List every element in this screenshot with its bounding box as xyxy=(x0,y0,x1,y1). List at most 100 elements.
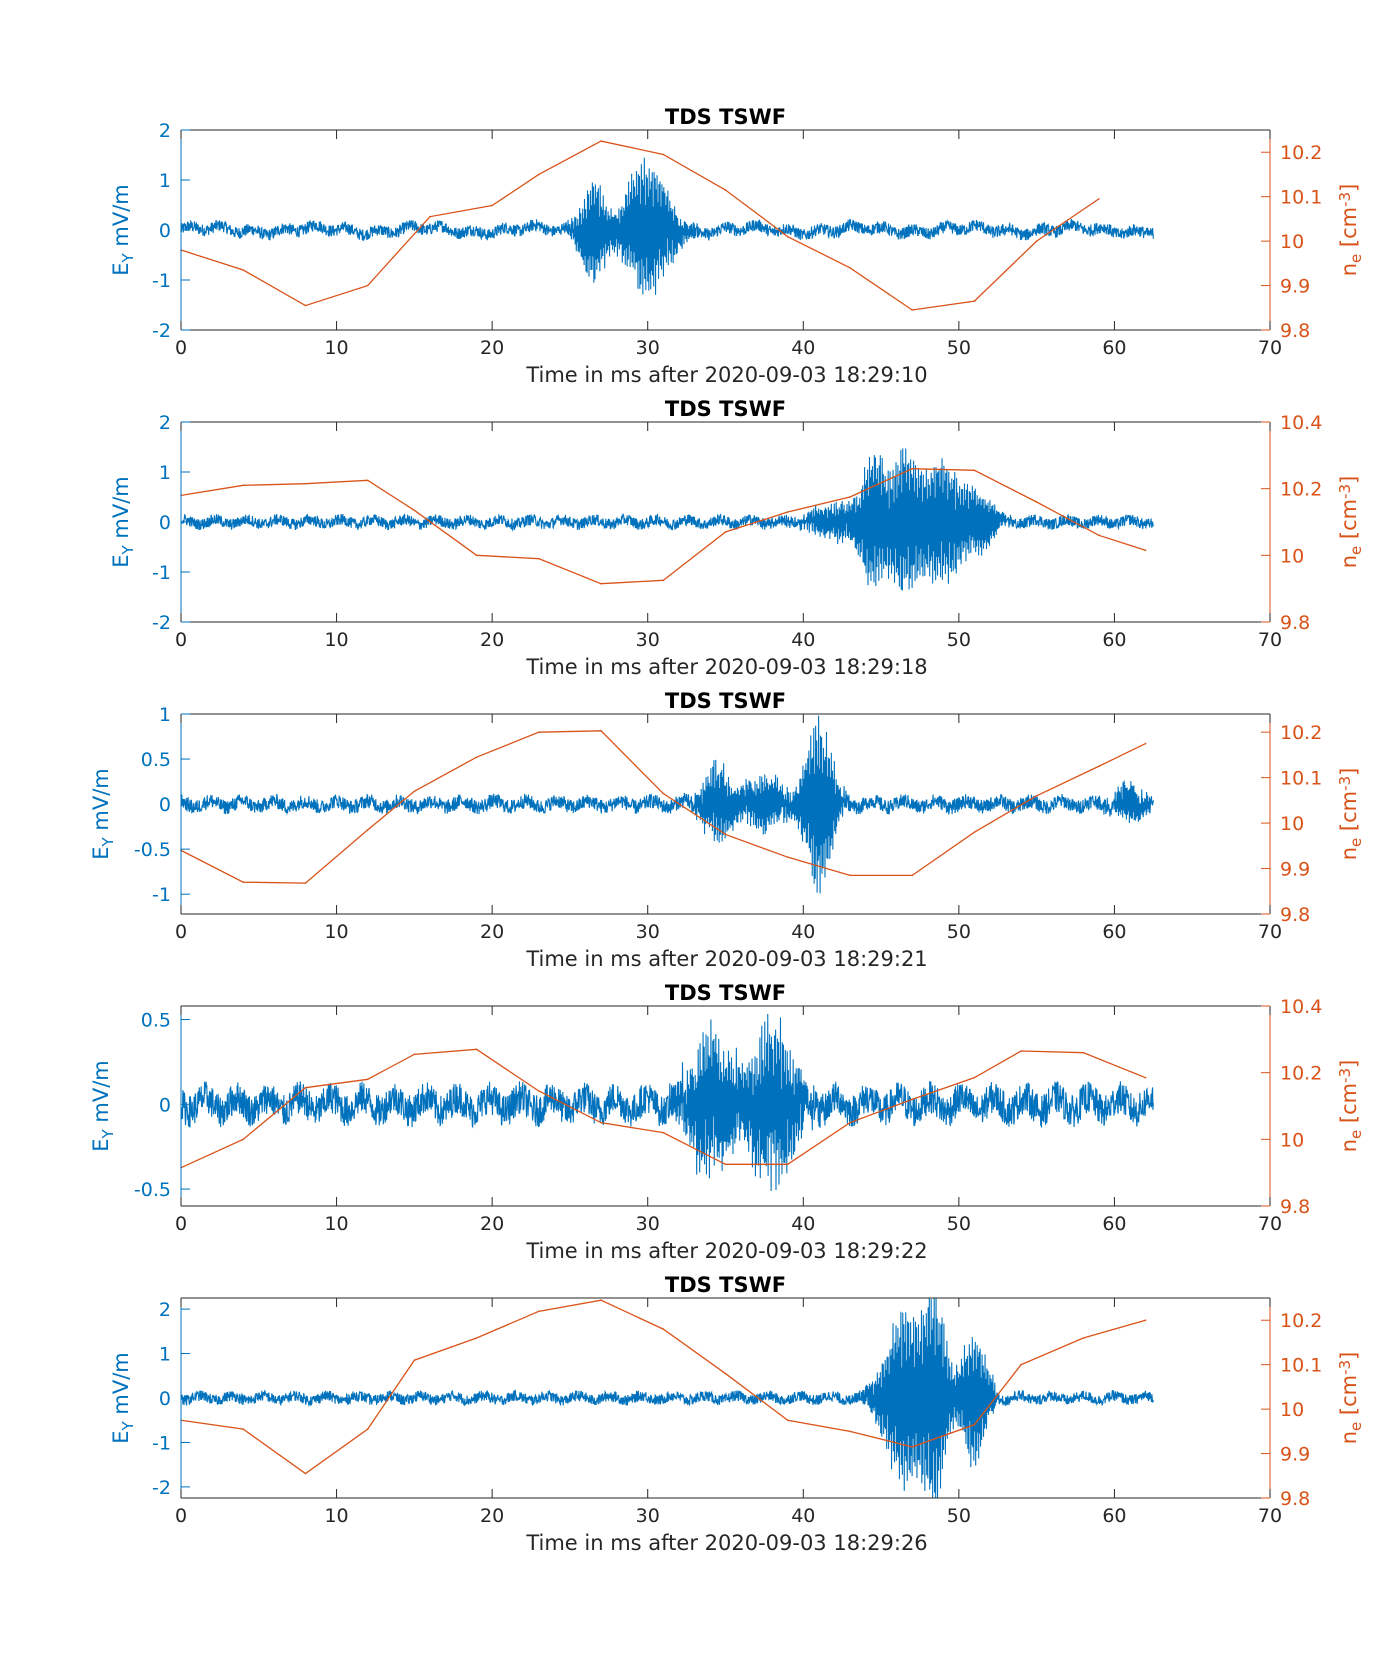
left-y-tick-label: 1 xyxy=(159,170,171,192)
ne-point xyxy=(304,304,307,307)
ne-point xyxy=(1098,765,1100,768)
ne-point xyxy=(911,467,913,470)
ne-point xyxy=(366,479,369,482)
ne-point xyxy=(1020,1050,1022,1052)
left-y-tick-label: 2 xyxy=(159,412,171,434)
ne-point xyxy=(786,1419,789,1422)
ne-point xyxy=(1082,1337,1085,1339)
right-y-tick-label: 9.9 xyxy=(1280,859,1310,881)
ne-point xyxy=(366,284,369,287)
x-axis-label: Time in ms after 2020-09-03 18:29:18 xyxy=(525,655,927,679)
right-y-tick-label: 10.1 xyxy=(1280,768,1322,790)
ne-point xyxy=(849,1121,851,1124)
ne-point xyxy=(973,1423,976,1426)
x-tick-label: 70 xyxy=(1258,629,1282,651)
left-y-tick-label: -1 xyxy=(152,562,171,584)
x-tick-label: 10 xyxy=(324,629,348,651)
ne-point xyxy=(538,1310,540,1313)
right-y-tick-label: 9.8 xyxy=(1280,612,1310,634)
left-y-tick-label: -2 xyxy=(152,612,171,634)
ne-point xyxy=(849,1430,851,1433)
ne-point xyxy=(538,731,540,733)
x-tick-label: 10 xyxy=(324,1505,348,1527)
x-tick-label: 60 xyxy=(1102,629,1126,651)
ne-point xyxy=(538,557,540,560)
left-y-axis-label: EY mV/m xyxy=(109,184,137,275)
right-y-axis-label: ne [cm-3] xyxy=(1336,1352,1365,1445)
left-y-tick-label: -0.5 xyxy=(134,1179,171,1201)
ne-point xyxy=(786,511,789,513)
ne-point xyxy=(491,204,493,207)
x-tick-label: 50 xyxy=(947,921,971,943)
right-y-tick-label: 10.2 xyxy=(1280,1310,1322,1332)
ne-point xyxy=(1035,501,1038,503)
ne-point xyxy=(786,235,789,238)
ne-point xyxy=(475,1337,478,1339)
left-y-axis-label: EY mV/m xyxy=(89,1060,117,1151)
ne-point xyxy=(413,790,416,793)
right-y-tick-label: 9.9 xyxy=(1280,276,1310,298)
x-tick-label: 60 xyxy=(1102,1505,1126,1527)
left-y-tick-label: 0 xyxy=(159,794,171,816)
x-tick-label: 70 xyxy=(1258,1213,1282,1235)
right-y-tick-label: 10 xyxy=(1280,231,1304,253)
x-tick-label: 0 xyxy=(175,337,187,359)
left-y-tick-label: -2 xyxy=(152,320,171,342)
left-y-tick-label: 1 xyxy=(159,462,171,484)
right-y-tick-label: 10.1 xyxy=(1280,1355,1322,1377)
ne-point xyxy=(413,1053,416,1056)
ne-density-line xyxy=(180,140,1100,311)
ne-point xyxy=(973,469,976,472)
right-y-tick-label: 10.4 xyxy=(1280,412,1322,434)
x-tick-label: 70 xyxy=(1258,1505,1282,1527)
ne-point xyxy=(429,215,431,218)
ne-point xyxy=(600,1121,602,1124)
panel-title: TDS TSWF xyxy=(665,689,786,713)
panel-title: TDS TSWF xyxy=(665,1273,786,1297)
x-tick-label: 20 xyxy=(480,921,504,943)
x-tick-label: 20 xyxy=(480,1505,504,1527)
left-y-tick-label: -2 xyxy=(152,1477,171,1499)
x-tick-label: 40 xyxy=(791,921,815,943)
right-y-tick-label: 9.8 xyxy=(1280,1196,1310,1218)
ey-waveform-line xyxy=(180,1013,1154,1191)
left-y-axis-label: EY mV/m xyxy=(89,768,117,859)
x-tick-label: 40 xyxy=(791,1505,815,1527)
ne-point xyxy=(973,831,976,833)
ne-point xyxy=(1035,795,1038,797)
right-y-tick-label: 10 xyxy=(1280,1399,1304,1421)
ne-point xyxy=(304,1472,307,1475)
ne-point xyxy=(1035,240,1038,242)
ne-point xyxy=(849,266,851,269)
left-y-tick-label: 2 xyxy=(159,120,171,142)
x-tick-label: 40 xyxy=(791,629,815,651)
x-tick-label: 60 xyxy=(1102,337,1126,359)
right-y-tick-label: 10 xyxy=(1280,1129,1304,1151)
right-y-axis-label: ne [cm-3] xyxy=(1336,768,1365,861)
ne-point xyxy=(600,1299,602,1302)
ne-point xyxy=(724,189,727,191)
ne-point xyxy=(600,582,602,585)
ne-point xyxy=(413,509,416,512)
right-y-tick-label: 10 xyxy=(1280,813,1304,835)
panel-5: 0 10 20 30 40 50 60 70 -2 -1 0 1 2 9.8 9.9 10 10.1 10.2 TD… xyxy=(109,1273,1365,1555)
x-tick-label: 10 xyxy=(324,1213,348,1235)
right-y-tick-label: 9.8 xyxy=(1280,1488,1310,1510)
ne-point xyxy=(475,756,478,758)
x-axis-label: Time in ms after 2020-09-03 18:29:26 xyxy=(525,1531,927,1555)
x-tick-label: 20 xyxy=(480,1213,504,1235)
ne-point xyxy=(911,1446,913,1448)
ne-point xyxy=(911,1098,913,1101)
ne-point xyxy=(600,730,602,732)
x-tick-label: 60 xyxy=(1102,921,1126,943)
left-y-tick-label: -1 xyxy=(152,884,171,906)
x-tick-label: 0 xyxy=(175,629,187,651)
x-tick-label: 0 xyxy=(175,1213,187,1235)
panel-title: TDS TSWF xyxy=(665,981,786,1005)
left-y-tick-label: 0.5 xyxy=(141,749,171,771)
left-y-tick-label: 0 xyxy=(159,220,171,242)
right-y-tick-label: 10.1 xyxy=(1280,187,1322,209)
x-tick-label: 0 xyxy=(175,921,187,943)
ne-point xyxy=(600,140,602,142)
ne-point xyxy=(304,482,307,485)
